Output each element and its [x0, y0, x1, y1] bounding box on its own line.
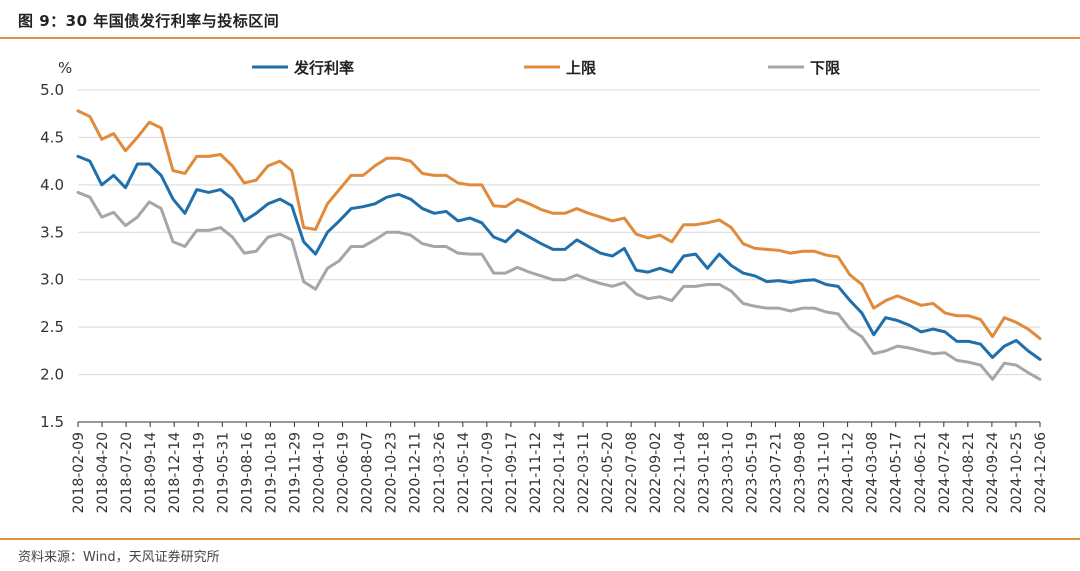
- x-tick-label: 2020-10-23: [384, 432, 400, 513]
- x-tick-label: 2024-07-24: [937, 432, 953, 513]
- series-line-2: [76, 190, 1042, 381]
- x-tick-label: 2018-04-20: [95, 432, 111, 513]
- x-tick-label: 2022-01-14: [552, 432, 568, 513]
- x-tick-label: 2020-06-19: [336, 432, 352, 513]
- y-axis-ticks: 5.0 4.5 4.0 3.5 3.0 2.5 2.0 1.5: [40, 81, 64, 431]
- x-axis: 2018-02-09 2018-04-20 2018-07-20 2018-09-14…: [71, 421, 1049, 513]
- top-divider: [0, 37, 1080, 39]
- x-tick-label: 2020-12-11: [408, 432, 424, 513]
- y-axis-unit: %: [58, 59, 72, 77]
- x-tick-label: 2022-09-02: [648, 432, 664, 513]
- y-tick-label: 5.0: [40, 81, 64, 99]
- x-tick-label: 2024-12-06: [1033, 432, 1049, 513]
- x-tick-label: 2019-04-19: [191, 432, 207, 513]
- x-tick-label: 2020-04-10: [312, 432, 328, 513]
- x-tick-label: 2023-09-08: [793, 432, 809, 513]
- x-tick-label: 2024-01-12: [841, 432, 857, 513]
- x-tick-label: 2024-06-21: [913, 432, 929, 513]
- x-tick-label: 2023-03-10: [720, 432, 736, 513]
- figure-title: 图 9：30 年国债发行利率与投标区间: [18, 12, 280, 30]
- x-tick-label: 2024-09-24: [985, 432, 1001, 513]
- x-tick-label: 2024-10-25: [1009, 432, 1025, 513]
- x-tick-label: 2020-08-07: [360, 432, 376, 513]
- x-tick-label: 2021-05-14: [456, 432, 472, 513]
- x-tick-label: 2022-05-20: [600, 432, 616, 513]
- y-tick-label: 2.5: [40, 318, 64, 336]
- x-tick-label: 2023-05-19: [744, 432, 760, 513]
- x-tick-label: 2024-03-08: [865, 432, 881, 513]
- x-tick-label: 2018-02-09: [71, 432, 87, 513]
- grid-lines: [78, 89, 1040, 423]
- x-tick-label: 2024-08-21: [961, 432, 977, 513]
- y-tick-label: 3.0: [40, 271, 64, 289]
- x-tick-label: 2018-12-14: [167, 432, 183, 513]
- x-tick-label: 2021-09-17: [504, 432, 520, 513]
- y-tick-label: 3.5: [40, 223, 64, 241]
- x-tick-label: 2021-11-12: [528, 432, 544, 513]
- x-tick-label: 2019-11-29: [287, 432, 303, 513]
- x-tick-label: 2023-01-18: [696, 432, 712, 513]
- x-tick-label: 2018-07-20: [119, 432, 135, 513]
- legend-label-2: 下限: [810, 59, 840, 77]
- y-tick-label: 4.5: [40, 128, 64, 146]
- bottom-divider: [0, 538, 1080, 540]
- y-tick-label: 1.5: [40, 413, 64, 431]
- x-tick-label: 2018-09-14: [143, 432, 159, 513]
- x-tick-label: 2019-08-16: [239, 432, 255, 513]
- x-tick-label: 2024-05-17: [889, 432, 905, 513]
- y-tick-label: 4.0: [40, 176, 64, 194]
- x-tick-label: 2023-07-21: [768, 432, 784, 513]
- source-note: 资料来源：Wind，天风证券研究所: [18, 550, 220, 565]
- legend-label-0: 发行利率: [293, 59, 354, 77]
- legend-label-1: 上限: [566, 59, 596, 77]
- x-tick-label: 2019-10-18: [263, 432, 279, 513]
- series-line-0: [76, 154, 1042, 361]
- x-tick-label: 2023-11-10: [817, 432, 833, 513]
- series-line-1: [76, 109, 1042, 341]
- legend: 发行利率 上限 下限: [252, 59, 840, 77]
- series-lines: [76, 109, 1042, 381]
- x-tick-label: 2022-03-11: [576, 432, 592, 513]
- y-tick-label: 2.0: [40, 366, 64, 384]
- x-tick-label: 2019-05-31: [215, 432, 231, 513]
- x-tick-label: 2022-11-04: [672, 432, 688, 513]
- x-tick-label: 2021-03-26: [432, 432, 448, 513]
- x-tick-label: 2022-07-08: [624, 432, 640, 513]
- x-tick-label: 2021-07-09: [480, 432, 496, 513]
- line-chart: 5.04.54.03.53.02.52.01.5 2018-02-09 2018-…: [40, 59, 1049, 513]
